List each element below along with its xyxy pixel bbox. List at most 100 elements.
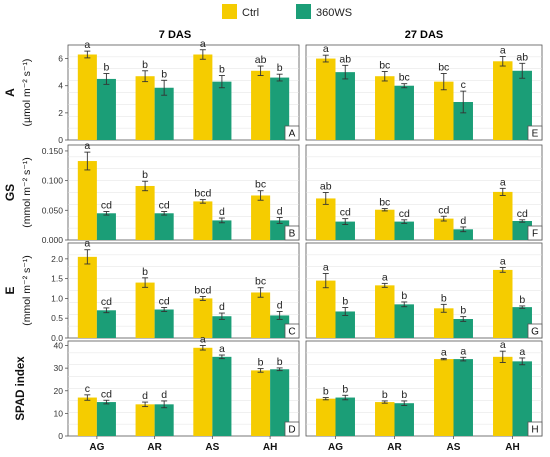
bar-ctrl-ah (493, 269, 513, 338)
legend-label-1: 360WS (316, 7, 352, 19)
bar-360ws-as (453, 359, 473, 436)
significance-letter: b (460, 305, 466, 317)
y-tick-label: 0.5 (51, 313, 63, 323)
panel-G: a b a b b b a b G (305, 242, 543, 339)
panel-letter: B (289, 229, 296, 240)
bar-ctrl-ar (375, 285, 395, 338)
y-axis-unit: (mmol m⁻² s⁻¹) (21, 255, 33, 326)
bar-360ws-ah (512, 361, 532, 436)
significance-letter: a (200, 38, 206, 50)
x-tick-label-ah: AH (505, 442, 519, 453)
y-tick-label: 10 (54, 408, 64, 418)
significance-letter: bc (379, 197, 390, 209)
legend-swatch-1 (296, 4, 311, 19)
bar-ctrl-as (434, 308, 454, 338)
x-tick-label-ar: AR (387, 442, 402, 453)
significance-letter: a (460, 345, 466, 357)
bar-360ws-ag (335, 221, 355, 240)
significance-letter: b (142, 266, 148, 278)
bar-360ws-ar (394, 304, 414, 338)
bar-ctrl-as (193, 201, 213, 240)
bar-360ws-ah (512, 70, 532, 140)
y-axis-label: E (3, 286, 17, 294)
significance-letter: d (161, 389, 167, 401)
significance-letter: a (500, 339, 506, 351)
bar-ctrl-ag (316, 58, 336, 141)
x-tick-label-ag: AG (89, 442, 104, 453)
significance-letter: bc (399, 72, 410, 84)
bar-360ws-as (453, 319, 473, 338)
panel-letter: C (288, 327, 295, 338)
bar-ctrl-ag (316, 398, 336, 436)
significance-letter: a (219, 343, 225, 355)
y-tick-label: 2 (58, 108, 63, 118)
significance-letter: c (461, 79, 466, 91)
significance-letter: cd (517, 208, 528, 220)
panel-letter-box (527, 323, 543, 339)
bar-360ws-ar (154, 309, 174, 338)
y-tick-label: 0 (58, 135, 63, 145)
x-tick-label-ar: AR (147, 442, 162, 453)
bar-ctrl-ah (493, 191, 513, 240)
bar-360ws-ag (96, 78, 116, 140)
significance-letter: c (85, 383, 90, 395)
column-title-27das: 27 DAS (405, 29, 444, 41)
significance-letter: b (277, 356, 283, 368)
significance-letter: bcd (194, 188, 211, 200)
significance-letter: d (277, 299, 283, 311)
significance-letter: bc (255, 276, 266, 288)
y-tick-label: 2.0 (51, 254, 63, 264)
bar-360ws-ah (270, 315, 290, 338)
significance-letter: b (277, 62, 283, 74)
significance-letter: ab (516, 51, 528, 63)
significance-letter: b (142, 59, 148, 71)
bar-ctrl-ar (375, 209, 395, 240)
significance-letter: b (342, 296, 348, 308)
panel-letter: E (532, 129, 539, 140)
significance-letter: b (401, 389, 407, 401)
bar-ctrl-ag (316, 280, 336, 338)
significance-letter: ab (255, 54, 267, 66)
bar-ctrl-as (193, 54, 213, 140)
panel-letter-box (284, 323, 300, 339)
panel-C: 0.00.51.01.52.0E (mmol m⁻² s⁻¹)acdbcdbcdd… (3, 238, 300, 343)
significance-letter: a (84, 238, 90, 250)
y-tick-label: 1.5 (51, 274, 63, 284)
significance-letter: a (84, 140, 90, 152)
bar-ctrl-ah (493, 356, 513, 436)
significance-letter: b (258, 357, 264, 369)
significance-letter: a (323, 43, 329, 55)
significance-letter: bcd (194, 284, 211, 296)
bar-ctrl-ah (493, 61, 513, 140)
significance-letter: ab (320, 181, 332, 193)
significance-letter: b (401, 290, 407, 302)
bar-360ws-ah (512, 221, 532, 240)
panel-letter-box (527, 225, 543, 241)
bar-360ws-ah (512, 307, 532, 338)
y-axis-unit: (µmol m⁻² s⁻¹) (21, 59, 33, 127)
legend: Ctrl 360WS (222, 4, 352, 19)
panel-H: b b b b a a a a H (305, 339, 543, 437)
y-tick-label: 0.100 (42, 176, 64, 186)
bar-ctrl-ag (77, 397, 97, 436)
significance-letter: b (342, 383, 348, 395)
significance-letter: d (277, 205, 283, 217)
panel-letter-box (284, 125, 300, 141)
panel-B: 0.000 0.050 0.100 0.150 GS (mmol m⁻² s⁻¹) a cd b… (3, 140, 300, 245)
significance-letter: d (460, 215, 466, 227)
y-tick-label: 30 (54, 363, 64, 373)
bar-ctrl-ah (251, 70, 271, 140)
legend-swatch-0 (222, 4, 237, 19)
significance-letter: b (519, 294, 525, 306)
bar-ctrl-ag (316, 198, 336, 240)
panel-letter: A (289, 129, 296, 140)
significance-letter: b (142, 169, 148, 181)
significance-letter: b (161, 68, 167, 80)
significance-letter: b (219, 64, 225, 76)
bar-ctrl-ah (251, 195, 271, 240)
significance-letter: a (519, 346, 525, 358)
panel-letter: F (532, 229, 538, 240)
significance-letter: a (200, 334, 206, 346)
